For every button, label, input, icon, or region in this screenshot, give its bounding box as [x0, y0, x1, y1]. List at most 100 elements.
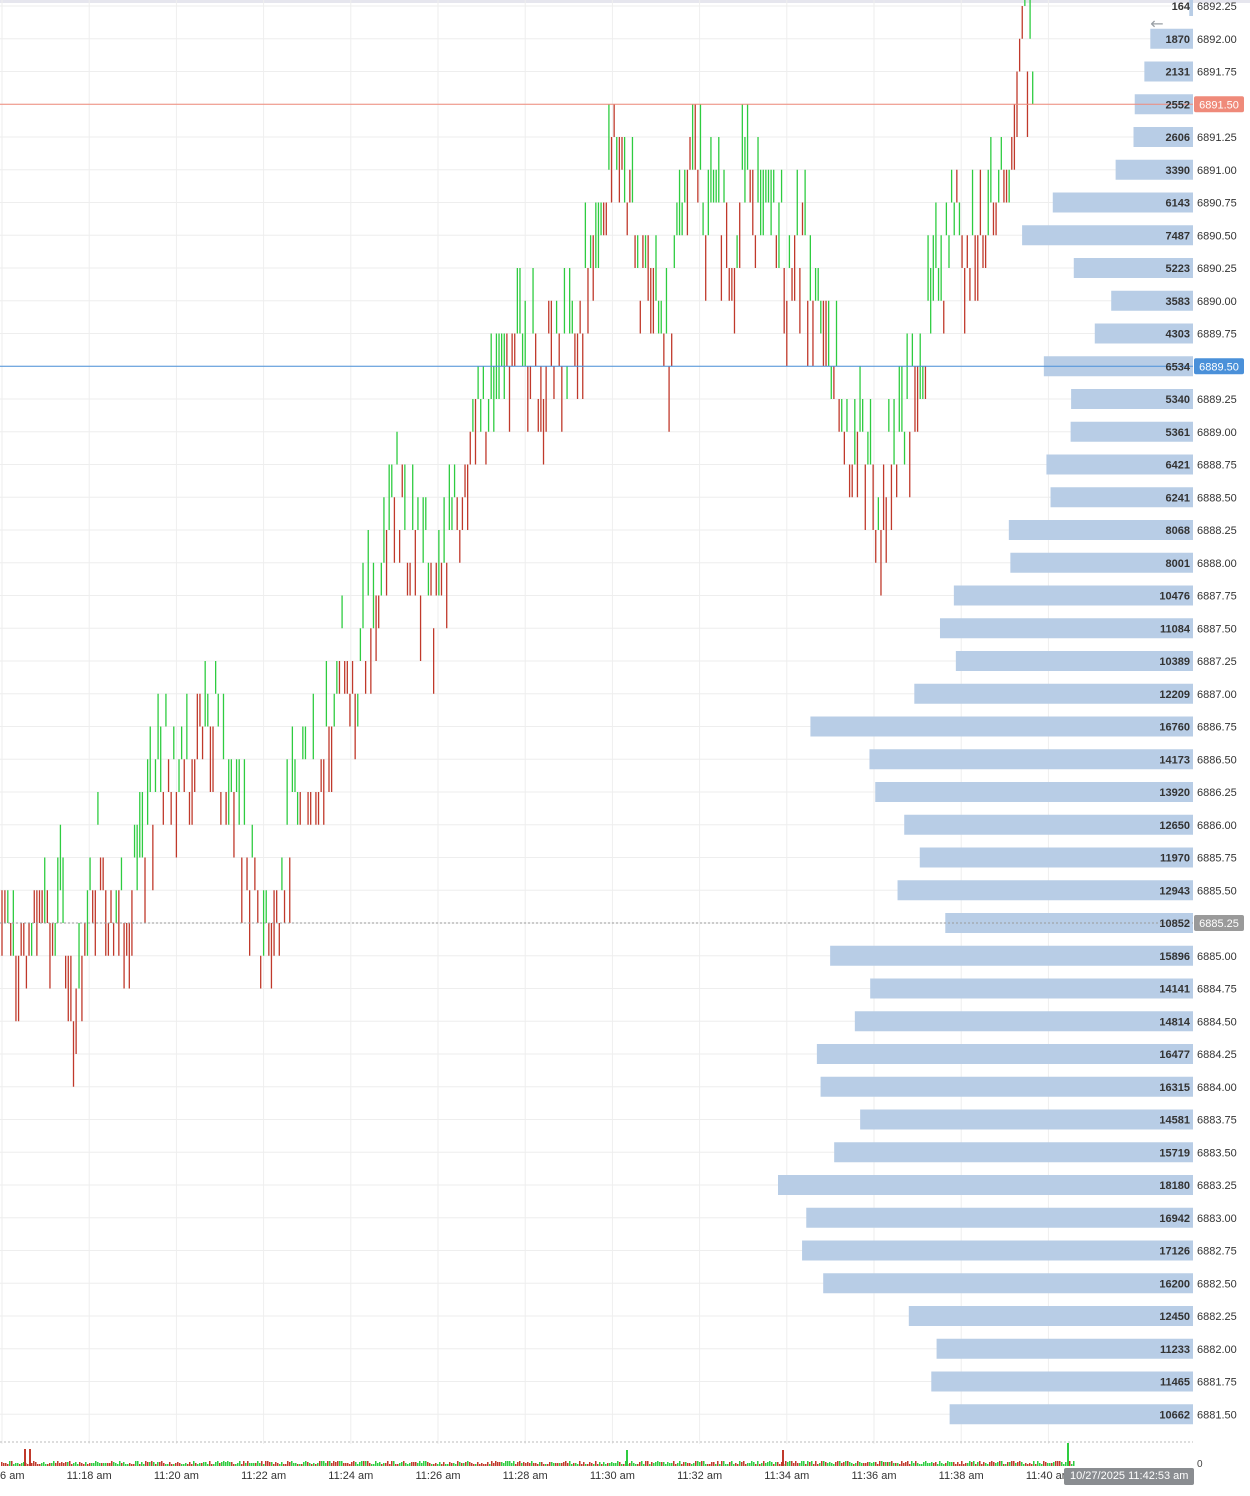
volume-bar [333, 1461, 335, 1466]
volume-bar [339, 1461, 341, 1466]
volume-bar [223, 1461, 225, 1466]
volume-bar [1033, 1461, 1035, 1466]
volume-bar [717, 1461, 719, 1466]
price-label: 6885.50 [1197, 885, 1237, 897]
volume-bar [1061, 1462, 1063, 1466]
volume-bar [225, 1462, 227, 1466]
volume-bar [413, 1462, 415, 1466]
volume-bar [777, 1462, 779, 1466]
volume-profile-bar [816, 1044, 1193, 1064]
volume-bar [923, 1462, 925, 1466]
volume-bar [197, 1464, 199, 1466]
volume-bar [203, 1462, 205, 1466]
volume-bar [49, 1463, 51, 1466]
volume-bar [943, 1464, 945, 1466]
volume-label: 5361 [1166, 427, 1190, 439]
volume-label: 14581 [1159, 1115, 1190, 1127]
volume-label: 14173 [1159, 754, 1190, 766]
volume-bar [587, 1464, 589, 1466]
volume-label: 8001 [1166, 558, 1190, 570]
volume-bar [695, 1461, 697, 1466]
volume-bar [1037, 1461, 1039, 1466]
volume-profile-bar [834, 1142, 1193, 1163]
volume-bar [647, 1461, 649, 1466]
volume-profile-bar [955, 651, 1193, 671]
volume-bar [813, 1464, 815, 1466]
volume-bar [135, 1461, 137, 1466]
volume-bar [513, 1461, 515, 1466]
volume-bar [403, 1461, 405, 1466]
volume-profile-bar [1070, 421, 1193, 442]
time-axis-label: 11:40 am [1026, 1470, 1071, 1482]
volume-bar [379, 1462, 381, 1466]
volume-bar [363, 1461, 365, 1466]
volume-bar [917, 1463, 919, 1466]
volume-bar [1029, 1463, 1031, 1466]
volume-bar [871, 1463, 873, 1466]
volume-bar [319, 1461, 321, 1466]
volume-bar [861, 1463, 863, 1466]
volume-bar [835, 1462, 837, 1466]
volume-bar [1065, 1462, 1067, 1466]
volume-bar [23, 1462, 25, 1466]
volume-bar [723, 1461, 725, 1466]
volume-bar [877, 1464, 879, 1466]
volume-bar [239, 1461, 241, 1466]
volume-bar [219, 1463, 221, 1466]
volume-bar [667, 1462, 669, 1466]
volume-bar [285, 1464, 287, 1466]
volume-bar [949, 1462, 951, 1466]
volume-bar [827, 1463, 829, 1466]
volume-bar [289, 1462, 291, 1466]
volume-bar [377, 1463, 379, 1466]
volume-bar [617, 1461, 619, 1466]
volume-profile-bar [1111, 290, 1193, 311]
volume-bar [331, 1463, 333, 1466]
volume-bar [531, 1461, 533, 1466]
volume-profile-bar [1073, 258, 1193, 278]
volume-bar [309, 1463, 311, 1466]
volume-bar [211, 1464, 213, 1466]
volume-label: 16315 [1159, 1082, 1190, 1094]
volume-bar [329, 1461, 331, 1466]
volume-bar [277, 1463, 279, 1466]
volume-bar [913, 1463, 915, 1466]
volume-bar [419, 1461, 421, 1466]
volume-bar [351, 1462, 353, 1466]
volume-bar [879, 1461, 881, 1466]
volume-bar [129, 1463, 131, 1466]
price-label: 6892.25 [1197, 1, 1237, 13]
volume-bar [1017, 1462, 1019, 1466]
back-button[interactable]: ← [1138, 8, 1176, 38]
volume-bar [753, 1462, 755, 1466]
volume-bar [273, 1464, 275, 1466]
volume-label: 6534 [1166, 361, 1191, 373]
volume-bar [7, 1464, 9, 1466]
volume-bar [609, 1463, 611, 1466]
volume-bar [855, 1463, 857, 1466]
volume-bar [181, 1464, 183, 1466]
volume-bar [799, 1463, 801, 1466]
volume-bar [497, 1462, 499, 1466]
volume-bar [165, 1464, 167, 1466]
volume-bar [89, 1463, 91, 1466]
volume-bar [626, 1450, 628, 1466]
volume-bar [423, 1461, 425, 1466]
volume-bar [327, 1461, 329, 1466]
volume-bar [455, 1464, 457, 1466]
volume-bar [1049, 1463, 1051, 1466]
volume-bar [679, 1461, 681, 1466]
volume-bar [787, 1462, 789, 1466]
volume-bar [151, 1461, 153, 1466]
volume-profile-bar [1050, 487, 1193, 508]
volume-bar [881, 1461, 883, 1466]
volume-profile-bar [936, 1338, 1193, 1359]
volume-bar [59, 1463, 61, 1466]
price-label: 6889.50 [1199, 361, 1239, 373]
volume-bar [975, 1464, 977, 1466]
price-label: 6884.00 [1197, 1082, 1237, 1094]
volume-bar [187, 1464, 189, 1466]
volume-bar [555, 1463, 557, 1466]
volume-bar [341, 1461, 343, 1466]
